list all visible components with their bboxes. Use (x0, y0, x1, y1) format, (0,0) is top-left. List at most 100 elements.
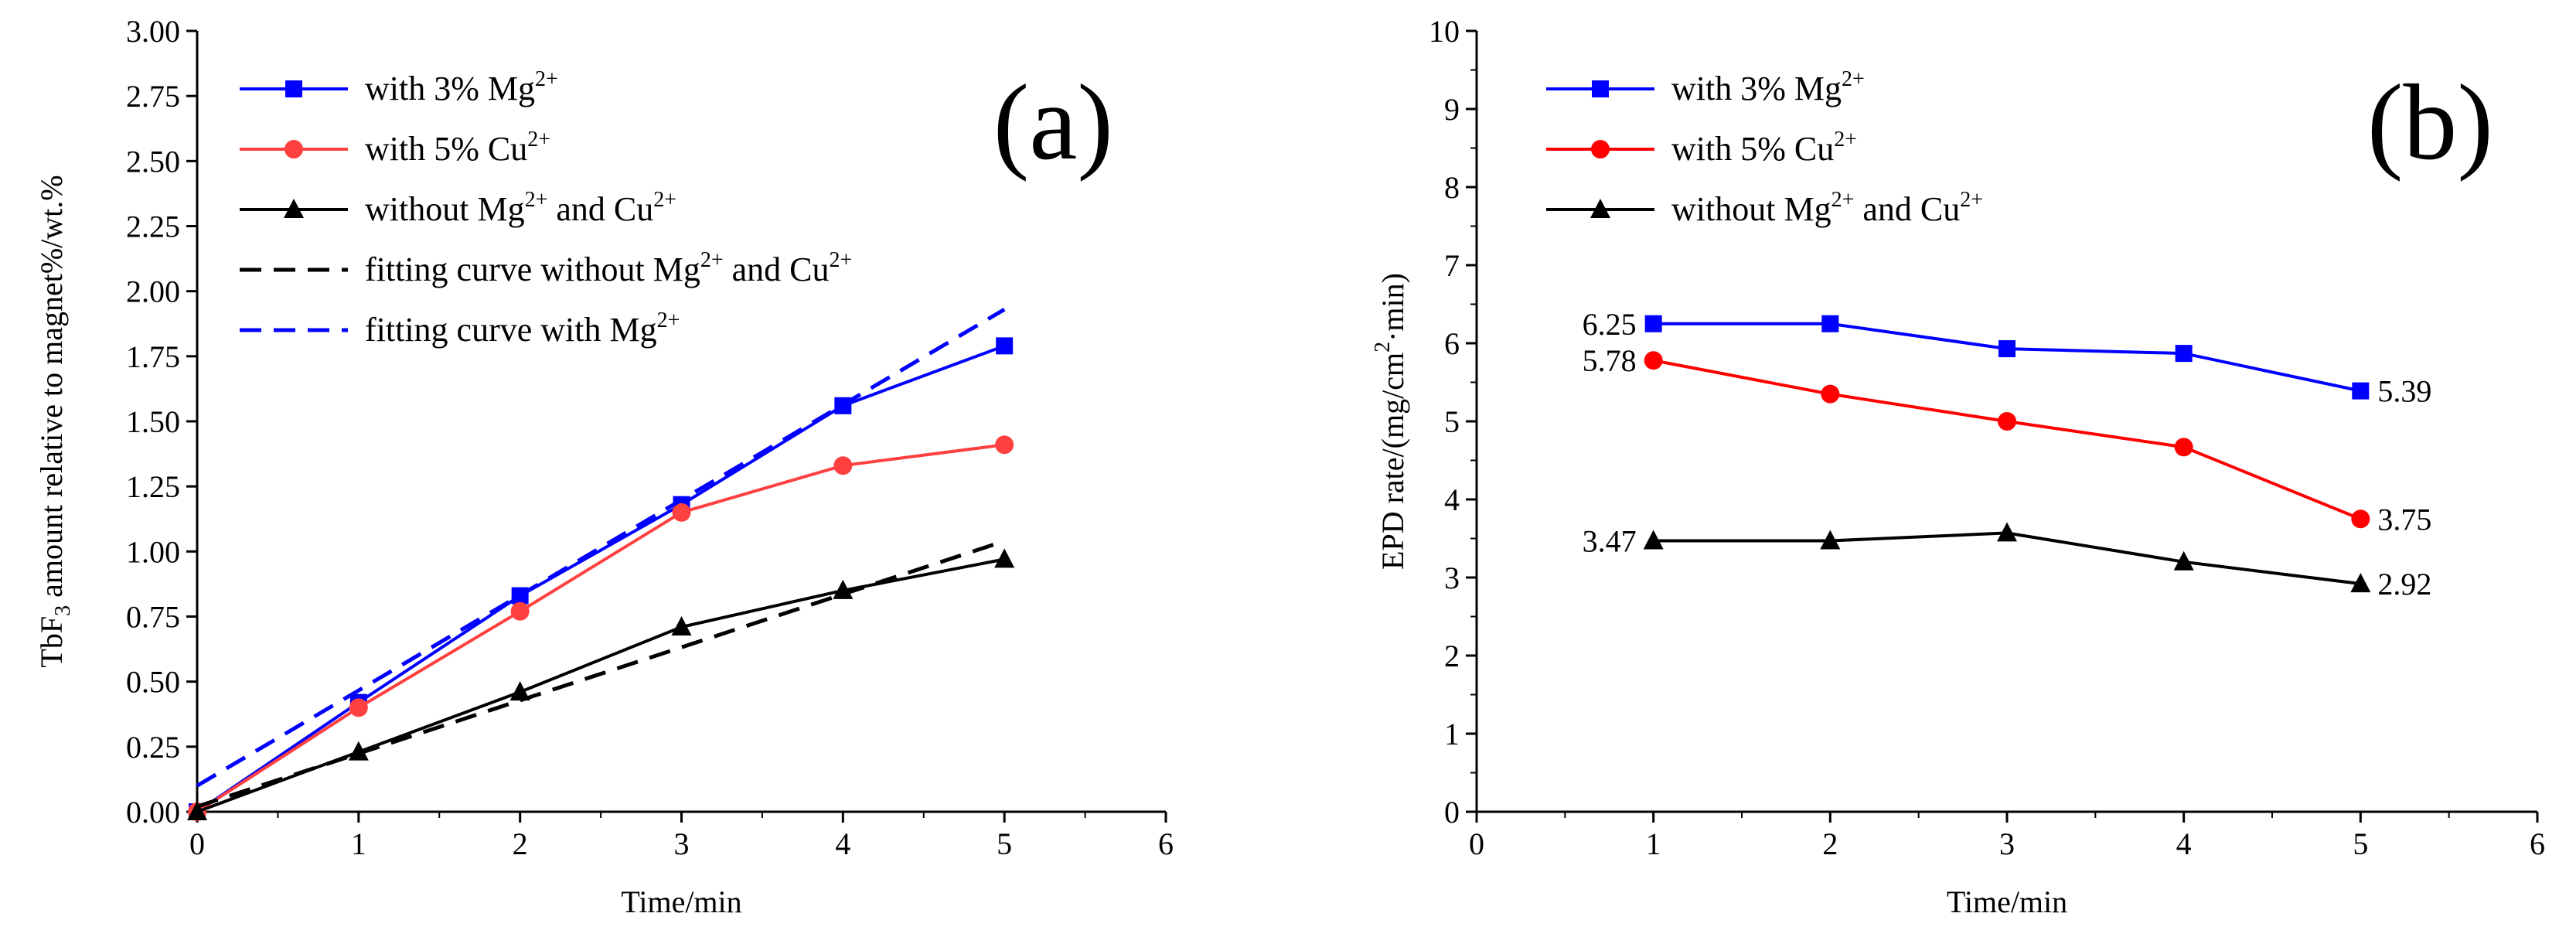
text-run: fitting curve without Mg (365, 250, 700, 288)
series-3 (196, 539, 1005, 809)
series-line (1653, 359, 2362, 521)
text-run: TbF (34, 616, 69, 668)
data-point (1998, 412, 2016, 431)
fit-line (196, 539, 1005, 809)
x-tick-label: 4 (2176, 826, 2192, 861)
data-label: 6.25 (1583, 307, 1637, 342)
legend-marker (284, 199, 304, 218)
data-point (349, 698, 368, 717)
series-2 (187, 548, 1015, 820)
superscript: 2+ (525, 188, 548, 212)
legend-label: without Mg2+ and Cu2+ (365, 188, 676, 228)
series-1 (1644, 351, 2370, 529)
data-point (833, 456, 853, 475)
legend-marker (1591, 140, 1610, 158)
legend-label: with 5% Cu2+ (365, 128, 550, 168)
text-run: amount relative to magnet%/wt.% (34, 175, 69, 605)
data-point (1644, 351, 1663, 370)
data-point (510, 601, 530, 621)
y-tick-label: 5 (1444, 404, 1460, 439)
y-tick-label: 0.25 (126, 730, 180, 765)
y-tick-label: 3.00 (126, 14, 180, 49)
data-label: 5.39 (2377, 374, 2431, 409)
panel-label: (b) (2367, 63, 2493, 182)
series-2 (1643, 522, 2371, 593)
legend-marker (1592, 80, 1609, 97)
y-tick-label: 1.75 (126, 339, 180, 374)
text-run: EPD rate/(mg/cm (1375, 353, 1410, 570)
text-run: without Mg (365, 190, 525, 228)
x-tick-label: 0 (189, 826, 205, 861)
y-tick-label: 1.50 (126, 404, 180, 439)
legend-label: with 3% Mg2+ (1671, 67, 1865, 107)
x-tick-label: 6 (1158, 826, 1174, 861)
data-point (2350, 573, 2371, 593)
text-run: with 3% Mg (1671, 70, 1842, 107)
data-point (1821, 384, 1840, 404)
y-tick-label: 2.50 (126, 144, 180, 179)
data-point (1821, 315, 1839, 332)
data-point (995, 435, 1014, 455)
superscript: 2+ (1842, 67, 1865, 91)
x-tick-label: 1 (1646, 826, 1661, 861)
superscript: 2+ (653, 188, 676, 212)
data-point (672, 503, 691, 522)
legend-label: fitting curve with Mg2+ (365, 308, 680, 349)
x-tick-label: 0 (1469, 826, 1484, 861)
y-axis-label: EPD rate/(mg/cm2·min) (1371, 273, 1410, 570)
superscript: 2+ (527, 128, 550, 152)
y-tick-label: 0.75 (126, 600, 180, 635)
legend-label: with 3% Mg2+ (365, 67, 558, 107)
text-run: with 5% Cu (365, 130, 527, 168)
data-label: 2.92 (2377, 567, 2431, 601)
data-label: 3.75 (2377, 502, 2431, 537)
y-tick-label: 9 (1444, 92, 1460, 127)
data-point (2175, 345, 2193, 363)
superscript: 2 (1371, 342, 1395, 353)
data-point (1997, 522, 2017, 542)
x-tick-label: 5 (997, 826, 1012, 861)
data-point (187, 801, 207, 820)
legend-marker (1590, 199, 1610, 218)
text-run: and Cu (1854, 190, 1960, 228)
x-tick-label: 4 (835, 826, 850, 861)
y-tick-label: 2.00 (126, 274, 180, 309)
legend: with 3% Mg2+with 5% Cu2+without Mg2+ and… (1546, 67, 1983, 228)
y-tick-label: 0.50 (126, 665, 180, 700)
series-1 (188, 435, 1014, 821)
data-point (2351, 509, 2370, 529)
y-tick-label: 1.00 (126, 534, 180, 569)
legend-marker (285, 80, 302, 97)
x-tick-label: 5 (2353, 826, 2368, 861)
chart-a: 0 1 2 3 4 5 6 0.00 0.25 0.50 0.75 1.00 1.25 1.50 1.75 2… (34, 14, 1174, 919)
y-tick-label: 6 (1444, 326, 1460, 361)
series-line (196, 557, 1005, 813)
panel-label: (a) (993, 63, 1113, 182)
data-point (994, 548, 1015, 568)
chart-b: 0 1 2 3 4 5 6 0 1 2 3 4 5 6 7 8 9 10 Time/min EPD rate/(mg/… (1371, 14, 2545, 919)
data-point (348, 741, 369, 761)
x-axis-label: Time/min (1947, 884, 2067, 919)
y-tick-label: 2 (1444, 639, 1460, 673)
legend-marker (285, 140, 303, 158)
data-point (1643, 530, 1664, 550)
legend-label: with 5% Cu2+ (1671, 128, 1857, 168)
superscript: 2+ (700, 248, 724, 272)
subscript: 3 (51, 605, 75, 616)
y-tick-label: 4 (1444, 482, 1460, 517)
data-point (2174, 438, 2193, 457)
data-point (509, 681, 530, 701)
y-tick-label: 0.00 (126, 795, 180, 830)
superscript: 2+ (1831, 188, 1855, 212)
superscript: 2+ (830, 248, 853, 272)
y-axis-label: TbF3 amount relative to magnet%/wt.% (34, 175, 75, 667)
y-tick-label: 1 (1444, 717, 1460, 751)
text-run: without Mg (1671, 190, 1831, 228)
text-run: and Cu (547, 190, 653, 228)
data-point (996, 337, 1014, 355)
text-run: with 3% Mg (365, 70, 535, 107)
series-0 (1644, 315, 2370, 400)
data-point (671, 615, 692, 635)
data-point (1998, 340, 2015, 358)
